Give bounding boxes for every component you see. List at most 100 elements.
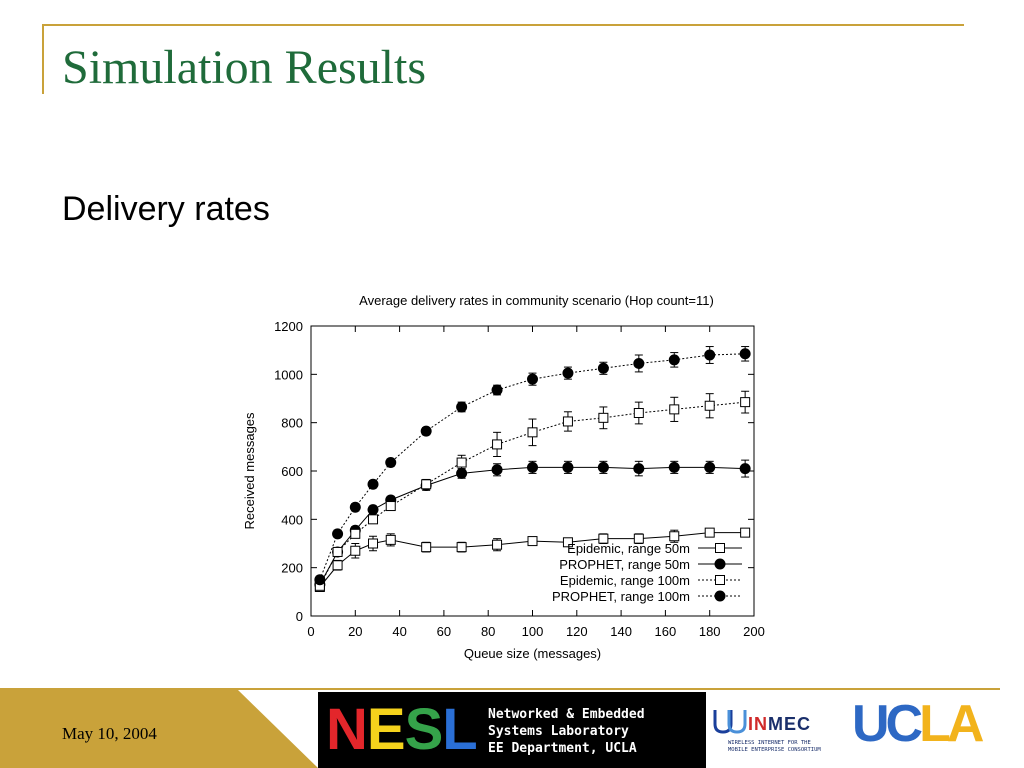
series-3-point-7 [491,384,503,396]
series-2-point-3 [368,514,379,525]
footer-date: May 10, 2004 [62,724,157,743]
series-2-point-8 [527,427,538,438]
nesl-line-1: Networked & Embedded [488,707,645,722]
footer-accent-line [0,688,1000,690]
series-3-point-10 [597,362,609,374]
series-0-point-1 [332,560,343,571]
series-3-point-3 [367,478,379,490]
series-3-point-1 [332,528,344,540]
series-2-point-13 [704,400,715,411]
series-1-point-8 [527,461,538,473]
series-3-point-4 [385,457,397,469]
series-1-point-7 [491,464,503,476]
x-tick-label-5: 100 [522,624,544,639]
series-3-point-0 [314,574,326,586]
series-1-point-10 [597,461,609,473]
series-0-point-6 [456,542,467,553]
legend-label-1: PROPHET, range 50m [559,557,690,572]
winmec-mark-icon [713,710,747,734]
winmec-name-hl: IN [748,714,768,734]
x-tick-label-1: 20 [348,624,362,639]
nesl-line-2: Systems Laboratory [488,724,629,739]
series-0-point-12 [669,531,680,542]
nesl-letter-s: S [404,697,444,762]
nesl-line-3: EE Department, UCLA [488,741,637,756]
series-1-point-3 [367,504,379,516]
nesl-logo: NESL Networked & Embedded Systems Labora… [318,692,706,768]
series-0-point-3 [368,538,379,549]
series-0-point-9 [562,537,573,548]
series-1-point-14 [739,463,751,475]
left-accent-line [42,24,44,94]
series-2-point-10 [598,412,609,423]
x-tick-label-6: 120 [566,624,588,639]
series-0-point-4 [385,534,396,545]
series-3-point-14 [739,348,751,360]
legend-marker-0 [715,543,725,553]
x-tick-label-7: 140 [610,624,632,639]
series-0-point-8 [527,536,538,547]
chart-title: Average delivery rates in community scen… [359,293,714,308]
nesl-letter-n: N [326,697,368,762]
series-3-point-9 [562,367,574,379]
legend-marker-3 [714,590,726,602]
x-axis-label: Queue size (messages) [464,646,601,661]
series-2-point-6 [456,457,467,468]
x-tick-label-10: 200 [743,624,765,639]
series-2-point-9 [562,416,573,427]
y-tick-label-4: 800 [281,416,303,431]
legend-label-0: Epidemic, range 50m [567,541,690,556]
series-2-line [319,401,746,587]
series-0-point-13 [704,527,715,538]
winmec-name: INMEC [748,714,811,735]
series-3-point-2 [349,501,361,513]
series-1-point-9 [562,461,574,473]
x-tick-label-2: 40 [392,624,406,639]
series-1-point-12 [668,461,680,473]
x-tick-label-4: 80 [481,624,495,639]
series-3-point-8 [527,373,538,385]
x-tick-label-9: 180 [699,624,721,639]
y-axis-label: Received messages [242,412,257,530]
series-0-point-2 [350,545,361,556]
x-tick-label-8: 160 [655,624,677,639]
winmec-tagline: WIRELESS INTERNET FOR THE MOBILE ENTERPR… [728,740,821,754]
ucla-uc: UC [852,695,923,753]
series-3-point-12 [668,354,680,366]
series-2-point-14 [740,397,751,408]
series-0-point-11 [633,533,644,544]
winmec-name-rest: MEC [768,714,811,734]
series-2-point-11 [633,408,644,418]
footer-gold-panel [0,690,318,768]
nesl-lab-name: Networked & Embedded Systems Laboratory … [488,706,645,757]
series-0-point-14 [740,527,751,538]
y-tick-label-2: 400 [281,512,303,527]
winmec-tagline-2: MOBILE ENTERPRISE CONSORTIUM [728,747,821,753]
series-2-point-7 [492,439,503,450]
x-tick-label-0: 0 [307,624,314,639]
series-3-point-11 [633,357,645,369]
series-1-point-13 [704,461,716,473]
legend-label-2: Epidemic, range 100m [560,573,690,588]
x-tick-label-3: 60 [437,624,451,639]
series-0-point-10 [598,533,609,544]
top-accent-line [42,24,964,26]
slide-subtitle: Delivery rates [62,190,270,228]
nesl-letter-l: L [442,697,477,762]
nesl-letters: NESL [326,697,478,762]
winmec-logo: INMEC WIRELESS INTERNET FOR THE MOBILE E… [712,700,842,760]
y-tick-label-6: 1200 [274,319,303,334]
slide-title: Simulation Results [62,41,427,94]
y-tick-label-1: 200 [281,561,303,576]
y-tick-label-0: 0 [296,609,303,624]
series-3-point-6 [456,401,468,413]
series-2-point-1 [332,546,343,557]
legend-label-3: PROPHET, range 100m [552,589,690,604]
legend-marker-2 [715,575,725,585]
delivery-rates-chart: Average delivery rates in community scen… [242,293,765,661]
series-2-point-2 [350,528,361,539]
series-0-point-5 [421,542,432,553]
y-tick-label-5: 1000 [274,367,303,382]
winmec-tagline-1: WIRELESS INTERNET FOR THE [728,740,811,746]
series-3-line [319,353,746,580]
